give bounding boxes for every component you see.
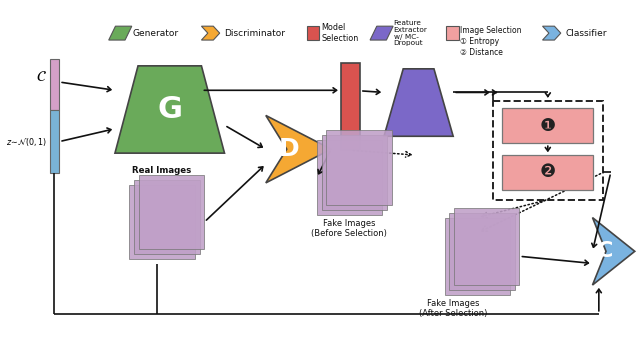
Bar <box>445 218 510 295</box>
Text: Image Selection
① Entropy
② Distance: Image Selection ① Entropy ② Distance <box>460 26 522 57</box>
Polygon shape <box>593 218 635 285</box>
Text: Generator: Generator <box>132 29 179 38</box>
Text: Feature
Extractor
w/ MC-
Dropout: Feature Extractor w/ MC- Dropout <box>394 20 428 46</box>
Polygon shape <box>543 26 561 40</box>
Text: Real Images: Real Images <box>132 166 191 175</box>
Text: Discriminator: Discriminator <box>225 29 285 38</box>
Bar <box>447 26 459 40</box>
Bar <box>129 185 195 259</box>
Bar <box>454 208 520 285</box>
Text: C: C <box>597 241 613 261</box>
Text: D: D <box>278 137 299 161</box>
Text: ❷: ❷ <box>540 163 556 181</box>
Polygon shape <box>109 26 132 40</box>
Text: $z\!\sim\!\mathcal{N}(0,1)$: $z\!\sim\!\mathcal{N}(0,1)$ <box>6 135 47 148</box>
Text: Fake Images
(After Selection): Fake Images (After Selection) <box>419 299 488 318</box>
Text: ❶: ❶ <box>540 117 556 135</box>
Text: $\mathcal{C}$: $\mathcal{C}$ <box>36 69 47 84</box>
Polygon shape <box>370 26 393 40</box>
Bar <box>50 110 60 173</box>
Bar <box>502 109 593 143</box>
Bar <box>307 26 319 40</box>
Bar <box>139 175 204 249</box>
Bar <box>449 213 515 290</box>
Bar <box>502 155 593 190</box>
Bar <box>317 140 382 215</box>
Bar <box>50 59 60 110</box>
Polygon shape <box>115 66 225 153</box>
Bar <box>134 180 200 254</box>
Bar <box>321 135 387 210</box>
Bar <box>326 130 392 205</box>
Polygon shape <box>384 69 453 136</box>
Polygon shape <box>202 26 220 40</box>
Text: Classifier: Classifier <box>566 29 607 38</box>
Polygon shape <box>266 116 331 183</box>
Text: Model
Selection: Model Selection <box>321 24 359 43</box>
Text: Fake Images
(Before Selection): Fake Images (Before Selection) <box>312 219 387 238</box>
Text: G: G <box>157 95 182 124</box>
Bar <box>340 63 360 150</box>
